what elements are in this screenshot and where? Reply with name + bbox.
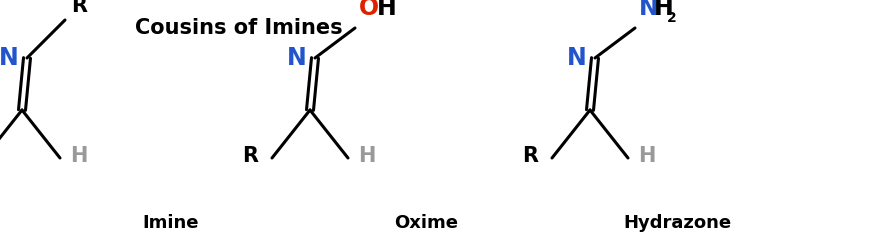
Text: 2: 2 — [667, 11, 676, 25]
Text: R: R — [522, 146, 538, 166]
Text: H: H — [358, 146, 375, 166]
Text: Hydrazone: Hydrazone — [623, 214, 732, 232]
Text: N: N — [639, 0, 659, 20]
Text: N: N — [288, 46, 307, 70]
Text: O: O — [359, 0, 379, 20]
Text: N: N — [567, 46, 587, 70]
Text: Imine: Imine — [142, 214, 198, 232]
Text: H: H — [70, 146, 87, 166]
Text: R: R — [71, 0, 87, 16]
Text: H: H — [654, 0, 674, 20]
Text: H: H — [377, 0, 397, 20]
Text: R: R — [242, 146, 258, 166]
Text: H: H — [638, 146, 656, 166]
Text: N: N — [0, 46, 19, 70]
Text: Cousins of Imines: Cousins of Imines — [135, 18, 343, 38]
Text: Oxime: Oxime — [393, 214, 458, 232]
